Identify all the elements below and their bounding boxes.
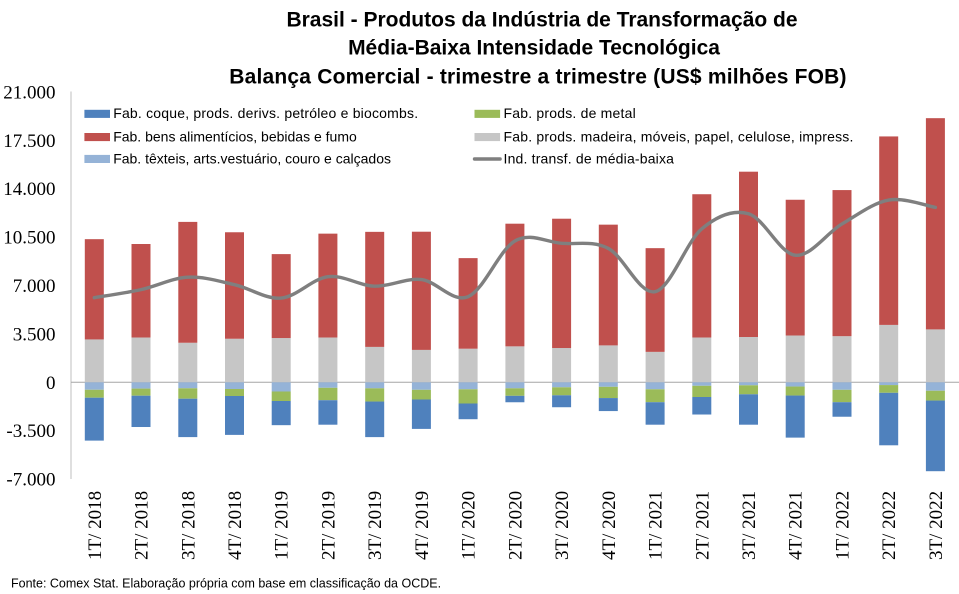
svg-text:3T/ 2018: 3T/ 2018: [178, 491, 199, 560]
svg-text:3T/ 2022: 3T/ 2022: [926, 491, 947, 560]
svg-text:-3.500: -3.500: [6, 421, 55, 442]
svg-text:4T/ 2020: 4T/ 2020: [599, 491, 620, 560]
svg-text:3T/ 2021: 3T/ 2021: [739, 491, 760, 560]
svg-text:Fonte: Comex Stat. Elaboração: Fonte: Comex Stat. Elaboração própria co…: [11, 576, 441, 590]
svg-text:7.000: 7.000: [13, 276, 56, 297]
svg-text:1T/ 2020: 1T/ 2020: [459, 491, 480, 560]
svg-text:3T/ 2020: 3T/ 2020: [552, 491, 573, 560]
svg-text:1T/ 2022: 1T/ 2022: [833, 491, 854, 560]
svg-text:0: 0: [46, 373, 56, 394]
svg-text:3.500: 3.500: [13, 324, 56, 345]
svg-text:2T/ 2022: 2T/ 2022: [879, 491, 900, 560]
svg-text:4T/ 2021: 4T/ 2021: [786, 491, 807, 560]
svg-text:2T/ 2019: 2T/ 2019: [318, 491, 339, 560]
svg-text:Fab. prods. de metal: Fab. prods. de metal: [504, 105, 636, 121]
svg-text:4T/ 2018: 4T/ 2018: [225, 491, 246, 560]
svg-text:Fab. coque, prods. derivs. pet: Fab. coque, prods. derivs. petróleo e bi…: [113, 105, 418, 121]
svg-text:17.500: 17.500: [3, 131, 55, 152]
svg-text:1T/ 2021: 1T/ 2021: [646, 491, 667, 560]
svg-text:Fab. bens alimentícios, bebida: Fab. bens alimentícios, bebidas e fumo: [113, 128, 357, 144]
svg-text:Média-Baixa Intensidade Tecnol: Média-Baixa Intensidade Tecnológica: [348, 37, 720, 60]
svg-text:Ind. transf. de média-baixa: Ind. transf. de média-baixa: [504, 150, 675, 166]
svg-text:2T/ 2021: 2T/ 2021: [692, 491, 713, 560]
svg-text:Brasil - Produtos da Indústria: Brasil - Produtos da Indústria de Transf…: [286, 9, 797, 32]
svg-text:21.000: 21.000: [3, 82, 55, 103]
svg-text:4T/ 2019: 4T/ 2019: [412, 491, 433, 560]
svg-text:10.500: 10.500: [3, 228, 55, 249]
svg-text:1T/ 2018: 1T/ 2018: [85, 491, 106, 560]
svg-text:14.000: 14.000: [3, 179, 55, 200]
svg-text:3T/ 2019: 3T/ 2019: [365, 491, 386, 560]
svg-text:Balança Comercial - trimestre: Balança Comercial - trimestre a trimestr…: [229, 65, 847, 88]
svg-text:Fab. prods. madeira, móveis, p: Fab. prods. madeira, móveis, papel, celu…: [504, 128, 854, 144]
svg-text:1T/ 2019: 1T/ 2019: [272, 491, 293, 560]
svg-text:Fab. têxteis, arts.vestuário,: Fab. têxteis, arts.vestuário, couro e ca…: [113, 150, 391, 166]
svg-text:2T/ 2020: 2T/ 2020: [505, 491, 526, 560]
svg-text:-7.000: -7.000: [6, 470, 55, 491]
svg-text:2T/ 2018: 2T/ 2018: [132, 491, 153, 560]
